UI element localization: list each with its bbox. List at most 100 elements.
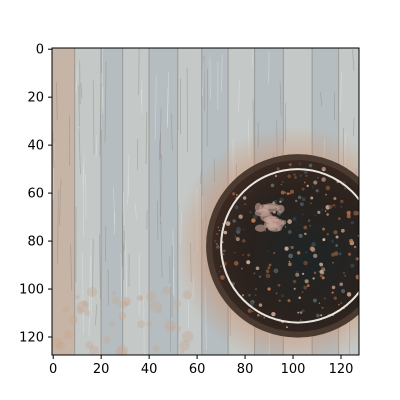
cover-speckle bbox=[326, 233, 329, 236]
cover-speckle bbox=[234, 205, 239, 210]
grain-line bbox=[203, 55, 205, 111]
wood-plank bbox=[52, 48, 75, 355]
weathering-spot bbox=[118, 300, 128, 309]
grain-line bbox=[172, 228, 175, 297]
cover-speckle bbox=[301, 309, 305, 313]
cover-speckle bbox=[302, 213, 304, 216]
cover-speckle bbox=[333, 230, 338, 235]
cover-speckle bbox=[310, 166, 312, 169]
cover-speckle bbox=[246, 260, 251, 265]
cover-speckle bbox=[268, 263, 272, 267]
cover-speckle bbox=[265, 269, 270, 273]
grain-line bbox=[78, 85, 80, 127]
cover-speckle bbox=[284, 191, 287, 194]
cover-speckle bbox=[260, 315, 263, 318]
cover-speckle bbox=[253, 214, 258, 219]
y-tick-label: 0 bbox=[36, 43, 44, 58]
grain-line bbox=[154, 75, 157, 140]
cover-speckle bbox=[368, 247, 373, 252]
grain-line bbox=[320, 92, 323, 107]
weathering-spot bbox=[152, 344, 160, 352]
cover-speckle bbox=[360, 268, 362, 270]
cover-speckle bbox=[255, 266, 260, 271]
cover-speckle bbox=[361, 262, 366, 267]
weathering-spot bbox=[87, 286, 98, 298]
weathering-spot bbox=[124, 301, 130, 306]
grain-line bbox=[125, 238, 128, 299]
cover-speckle bbox=[303, 260, 308, 266]
cover-speckle bbox=[343, 272, 345, 274]
cover-speckle bbox=[288, 245, 291, 248]
cover-speckle bbox=[277, 283, 281, 287]
cover-speckle bbox=[254, 294, 257, 296]
cover-speckle bbox=[285, 226, 287, 228]
cover-speckle bbox=[294, 176, 297, 179]
cover-speckle bbox=[287, 299, 291, 303]
cover-speckle bbox=[281, 180, 284, 183]
weathering-spot bbox=[55, 341, 66, 351]
cover-speckle bbox=[332, 261, 334, 264]
cover-speckle bbox=[338, 217, 341, 220]
cover-speckle bbox=[218, 270, 221, 273]
cover-speckle bbox=[286, 192, 290, 195]
cover-speckle bbox=[335, 244, 338, 247]
grain-line bbox=[88, 257, 91, 337]
grain-line bbox=[221, 54, 223, 93]
cover-speckle bbox=[326, 213, 329, 216]
cover-speckle bbox=[293, 173, 296, 176]
cover-speckle bbox=[216, 243, 218, 245]
cover-speckle bbox=[288, 248, 290, 250]
cover-speckle bbox=[331, 240, 334, 243]
cover-speckle bbox=[322, 238, 326, 242]
cover-speckle bbox=[318, 270, 321, 273]
cover-speckle bbox=[306, 284, 310, 287]
cover-speckle bbox=[225, 221, 231, 226]
cover-speckle bbox=[223, 230, 228, 235]
weathering-spot bbox=[118, 311, 127, 320]
cover-speckle bbox=[287, 174, 291, 179]
cover-speckle bbox=[304, 232, 307, 236]
grain-line bbox=[143, 298, 145, 355]
wood-plank bbox=[101, 48, 123, 355]
grain-line bbox=[56, 82, 58, 121]
grain-line bbox=[78, 128, 81, 175]
weathering-spot bbox=[179, 340, 190, 351]
grain-line bbox=[202, 61, 205, 97]
manhole-cover bbox=[206, 154, 359, 338]
cover-speckle bbox=[321, 267, 326, 272]
cover-speckle bbox=[331, 291, 334, 294]
cover-patch bbox=[277, 204, 285, 214]
cover-speckle bbox=[353, 245, 357, 249]
weathering-spot bbox=[146, 321, 153, 328]
weathering-spot bbox=[162, 286, 170, 295]
cover-speckle bbox=[310, 247, 316, 252]
grain-line bbox=[159, 108, 162, 145]
weathering-spot bbox=[111, 290, 117, 296]
cover-speckle bbox=[311, 186, 314, 188]
grain-line bbox=[166, 71, 170, 124]
weathering-spot bbox=[68, 315, 79, 325]
cover-speckle bbox=[321, 271, 325, 275]
cover-speckle bbox=[346, 292, 352, 297]
cover-speckle bbox=[252, 310, 254, 313]
cover-speckle bbox=[323, 297, 326, 300]
cover-speckle bbox=[298, 162, 302, 166]
cover-speckle bbox=[325, 193, 327, 196]
grain-line bbox=[70, 243, 73, 291]
cover-speckle bbox=[357, 257, 359, 260]
cover-speckle bbox=[299, 319, 302, 321]
cover-speckle bbox=[280, 190, 285, 195]
cover-speckle bbox=[236, 226, 241, 232]
cover-speckle bbox=[319, 274, 323, 278]
weathering-spot bbox=[76, 306, 85, 315]
cover-speckle bbox=[247, 253, 251, 257]
cover-speckle bbox=[302, 272, 305, 275]
cover-speckle bbox=[307, 219, 311, 222]
cover-speckle bbox=[321, 177, 326, 182]
y-tick-label: 20 bbox=[27, 91, 44, 106]
cover-speckle bbox=[279, 200, 282, 203]
cover-speckle bbox=[322, 227, 326, 231]
cover-speckle bbox=[311, 242, 316, 247]
weathering-spot bbox=[150, 300, 163, 313]
cover-speckle bbox=[299, 202, 304, 207]
